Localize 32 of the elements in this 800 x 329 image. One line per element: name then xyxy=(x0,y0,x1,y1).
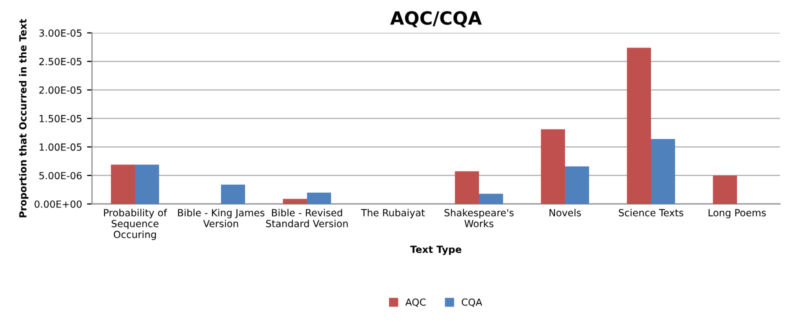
y-tick-label: 3.00E-05 xyxy=(39,29,82,37)
bar xyxy=(110,164,135,204)
legend-label: CQA xyxy=(462,298,482,307)
x-tick-label: Novels xyxy=(550,208,581,216)
bar xyxy=(282,198,307,204)
y-tick-label: 1.00E-05 xyxy=(40,143,82,151)
x-tick-label: Long Poems xyxy=(708,209,766,218)
y-tick-label: 0.00E+00 xyxy=(34,200,82,208)
y-tick-label: 2.00E-05 xyxy=(39,86,82,94)
y-axis-title: Proportion that Occurred in the Text xyxy=(19,18,28,218)
bar xyxy=(565,166,590,204)
bar xyxy=(651,138,676,204)
bar xyxy=(221,184,246,204)
chart-title: AQC/CQA xyxy=(390,11,482,28)
bar xyxy=(540,129,565,204)
y-tick-label: 2.50E-05 xyxy=(39,58,82,66)
x-tick-label: Science Texts xyxy=(618,208,684,216)
bar xyxy=(479,194,504,204)
x-tick-label: The Rubaiyat xyxy=(360,208,425,218)
y-tick-label: 1.50E-05 xyxy=(40,114,82,122)
x-tick-label: Bible - King James Version xyxy=(178,208,264,228)
bar xyxy=(454,171,479,204)
bar xyxy=(626,48,651,204)
bar xyxy=(307,192,332,204)
x-tick-label: Probability of Sequence Occuring xyxy=(104,208,168,240)
bar xyxy=(712,175,737,204)
x-tick-label: Shakespeare's Works xyxy=(444,208,514,228)
x-tick-label: Bible - Revised Standard Version xyxy=(266,208,348,228)
legend-label: AQC xyxy=(405,298,426,307)
bar xyxy=(135,164,160,204)
y-tick-label: 5.00E-06 xyxy=(39,172,82,180)
x-axis-title: Text Type xyxy=(410,246,462,255)
